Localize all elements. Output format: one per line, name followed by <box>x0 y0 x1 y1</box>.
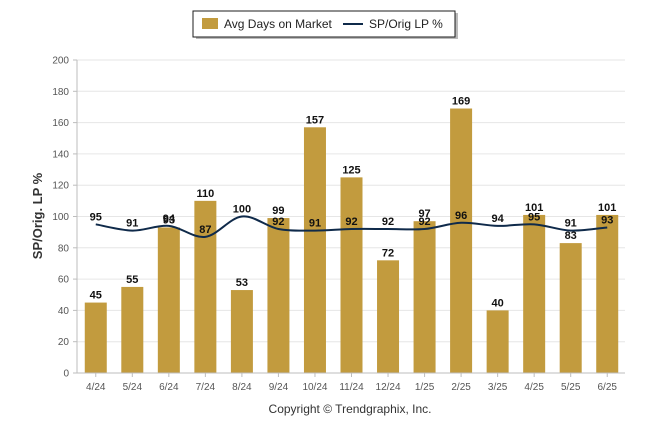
x-tick-label: 2/25 <box>451 382 471 393</box>
x-tick-label: 6/24 <box>159 382 179 393</box>
bar <box>121 286 144 373</box>
x-tick-label: 10/24 <box>302 382 327 393</box>
bar <box>413 221 436 373</box>
y-tick-label: 140 <box>52 149 69 160</box>
bar <box>157 227 180 373</box>
line-path <box>95 215 608 238</box>
bar-data-label: 110 <box>196 188 214 200</box>
y-tick-label: 120 <box>52 181 69 192</box>
line-data-label: 92 <box>345 216 357 228</box>
y-tick-label: 20 <box>58 337 70 348</box>
bar-data-label: 93 <box>163 214 175 226</box>
line-data-label: 92 <box>382 216 394 228</box>
bar <box>559 243 582 373</box>
bar <box>450 108 473 373</box>
line-data-label: 95 <box>90 211 102 223</box>
x-tick-label: 7/24 <box>196 382 216 393</box>
legend-bar-swatch <box>202 18 218 29</box>
bar <box>194 200 217 373</box>
x-tick-label: 1/25 <box>415 382 435 393</box>
bar-data-label: 169 <box>452 96 470 108</box>
x-tick-label: 3/25 <box>488 382 508 393</box>
x-tick-label: 12/24 <box>376 382 401 393</box>
x-tick-label: 6/25 <box>597 382 617 393</box>
axes: 0 20 40 60 80 100 120 140 160 180 200 4/24 5/24 6/24 7… <box>52 56 625 393</box>
line-data-label: 91 <box>565 218 577 230</box>
line-data-label: 96 <box>455 210 467 222</box>
line-data-label: 92 <box>272 216 284 228</box>
x-tick-label: 5/24 <box>123 382 143 393</box>
x-tick-label: 4/24 <box>86 382 106 393</box>
bar-data-label: 101 <box>598 202 616 214</box>
bar-data-label: 40 <box>492 297 504 309</box>
bar-data-label: 53 <box>236 277 248 289</box>
legend-label-line: SP/Orig LP % <box>369 17 443 31</box>
bar-data-label: 45 <box>90 290 102 302</box>
x-tick-label: 11/24 <box>339 382 364 393</box>
line-data-label: 87 <box>199 224 211 236</box>
x-tick-label: 4/25 <box>524 382 544 393</box>
bar-data-label: 101 <box>525 202 543 214</box>
bar <box>377 260 400 373</box>
y-tick-label: 100 <box>52 212 69 223</box>
bar <box>84 302 107 373</box>
legend: Avg Days on Market SP/Orig LP % <box>192 10 458 39</box>
line-data-label: 94 <box>163 213 176 225</box>
bar <box>303 127 326 373</box>
y-tick-label: 60 <box>58 275 70 286</box>
y-tick-label: 40 <box>58 306 70 317</box>
line-data-label: 94 <box>492 213 505 225</box>
line-data-label: 93 <box>601 214 613 226</box>
line-data-label: 100 <box>233 204 251 216</box>
bar-series <box>84 108 619 373</box>
data-labels: 4555931105399157125729716940101831019591… <box>90 96 617 310</box>
y-tick-label: 0 <box>63 369 69 380</box>
line-data-label: 91 <box>126 218 138 230</box>
line-data-label: 95 <box>528 211 540 223</box>
bar-data-label: 99 <box>272 205 284 217</box>
y-axis-label: SP/Orig. LP % <box>30 172 45 259</box>
y-tick-label: 180 <box>52 87 69 98</box>
bar-data-label: 157 <box>306 114 324 126</box>
bar-data-label: 125 <box>342 164 360 176</box>
line-series <box>95 215 608 238</box>
legend-label-bars: Avg Days on Market <box>224 17 332 31</box>
bar <box>486 310 509 373</box>
bar-data-label: 97 <box>418 208 430 220</box>
bar-data-label: 55 <box>126 274 138 286</box>
line-data-label: 92 <box>418 216 430 228</box>
y-tick-label: 80 <box>58 243 70 254</box>
copyright-text: Copyright © Trendgraphix, Inc. <box>269 402 432 416</box>
bar <box>340 177 363 373</box>
bar <box>596 214 619 373</box>
bar-data-label: 83 <box>565 230 577 242</box>
bar <box>230 290 253 373</box>
x-tick-label: 8/24 <box>232 382 252 393</box>
line-data-label: 91 <box>309 218 321 230</box>
x-tick-label: 5/25 <box>561 382 581 393</box>
y-tick-label: 200 <box>52 56 69 67</box>
y-tick-label: 160 <box>52 118 69 129</box>
legend-box <box>192 10 456 38</box>
bar-data-label: 72 <box>382 247 394 259</box>
bar <box>267 218 290 373</box>
x-tick-label: 9/24 <box>269 382 289 393</box>
bar <box>523 214 546 373</box>
